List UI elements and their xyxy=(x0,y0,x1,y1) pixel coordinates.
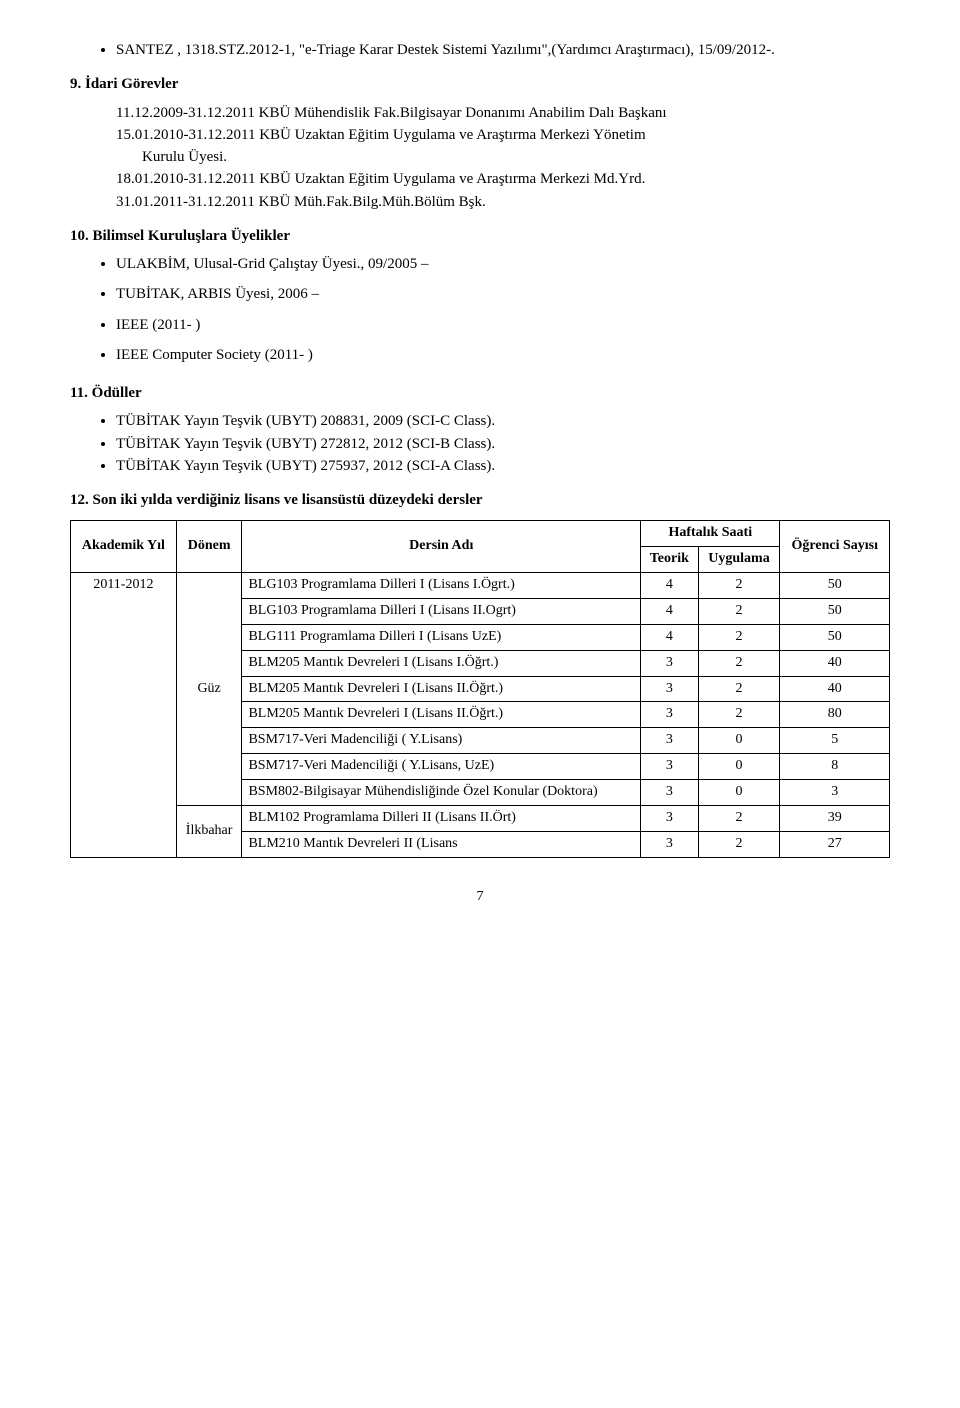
cell-students: 50 xyxy=(780,598,890,624)
cell-theory: 3 xyxy=(641,676,698,702)
cell-practice: 2 xyxy=(698,702,780,728)
cell-students: 40 xyxy=(780,676,890,702)
cell-students: 50 xyxy=(780,624,890,650)
table-row: İlkbahar BLM102 Programlama Dilleri II (… xyxy=(71,806,890,832)
sec9-item: 15.01.2010-31.12.2011 KBÜ Uzaktan Eğitim… xyxy=(116,125,890,145)
list-item: TUBİTAK, ARBIS Üyesi, 2006 – xyxy=(116,284,890,304)
page-number: 7 xyxy=(70,888,890,907)
sec9-item: 11.12.2009-31.12.2011 KBÜ Mühendislik Fa… xyxy=(116,103,890,123)
cell-theory: 4 xyxy=(641,573,698,599)
section-10-list: ULAKBİM, Ulusal-Grid Çalıştay Üyesi., 09… xyxy=(70,254,890,365)
cell-theory: 4 xyxy=(641,624,698,650)
cell-semester-ilkbahar: İlkbahar xyxy=(176,806,242,858)
col-course: Dersin Adı xyxy=(242,521,641,573)
col-theory: Teorik xyxy=(641,547,698,573)
section-12-heading: 12. Son iki yılda verdiğiniz lisans ve l… xyxy=(70,490,890,510)
section-9-content: 11.12.2009-31.12.2011 KBÜ Mühendislik Fa… xyxy=(70,103,890,212)
list-item: TÜBİTAK Yayın Teşvik (UBYT) 272812, 2012… xyxy=(116,434,890,454)
cell-students: 39 xyxy=(780,806,890,832)
cell-practice: 2 xyxy=(698,598,780,624)
cell-practice: 0 xyxy=(698,728,780,754)
cell-course: BLM205 Mantık Devreleri I (Lisans II.Öğr… xyxy=(242,702,641,728)
cell-course: BLG103 Programlama Dilleri I (Lisans II.… xyxy=(242,598,641,624)
section-10-heading: 10. Bilimsel Kuruluşlara Üyelikler xyxy=(70,226,890,246)
list-item: TÜBİTAK Yayın Teşvik (UBYT) 275937, 2012… xyxy=(116,456,890,476)
cell-course: BLG103 Programlama Dilleri I (Lisans I.Ö… xyxy=(242,573,641,599)
table-row: 2011-2012 Güz BLG103 Programlama Dilleri… xyxy=(71,573,890,599)
cell-students: 3 xyxy=(780,780,890,806)
cell-theory: 3 xyxy=(641,831,698,857)
cell-practice: 0 xyxy=(698,754,780,780)
cell-practice: 2 xyxy=(698,624,780,650)
section-11-heading: 11. Ödüller xyxy=(70,383,890,403)
courses-table: Akademik Yıl Dönem Dersin Adı Haftalık S… xyxy=(70,520,890,858)
col-hours: Haftalık Saati xyxy=(641,521,780,547)
table-header-row: Akademik Yıl Dönem Dersin Adı Haftalık S… xyxy=(71,521,890,547)
cell-course: BLM205 Mantık Devreleri I (Lisans II.Öğr… xyxy=(242,676,641,702)
cell-students: 5 xyxy=(780,728,890,754)
col-practice: Uygulama xyxy=(698,547,780,573)
cell-theory: 3 xyxy=(641,806,698,832)
intro-list: SANTEZ , 1318.STZ.2012-1, "e-Triage Kara… xyxy=(70,40,890,60)
list-item: IEEE Computer Society (2011- ) xyxy=(116,345,890,365)
cell-course: BLM102 Programlama Dilleri II (Lisans II… xyxy=(242,806,641,832)
cell-theory: 4 xyxy=(641,598,698,624)
section-9-heading: 9. İdari Görevler xyxy=(70,74,890,94)
cell-students: 40 xyxy=(780,650,890,676)
cell-theory: 3 xyxy=(641,780,698,806)
col-academic-year: Akademik Yıl xyxy=(71,521,177,573)
cell-students: 8 xyxy=(780,754,890,780)
sec9-item: 31.01.2011-31.12.2011 KBÜ Müh.Fak.Bilg.M… xyxy=(116,192,890,212)
cell-students: 80 xyxy=(780,702,890,728)
list-item: TÜBİTAK Yayın Teşvik (UBYT) 208831, 2009… xyxy=(116,411,890,431)
cell-practice: 2 xyxy=(698,806,780,832)
sec9-item-indent: Kurulu Üyesi. xyxy=(116,147,890,167)
cell-practice: 2 xyxy=(698,676,780,702)
cell-theory: 3 xyxy=(641,650,698,676)
list-item: IEEE (2011- ) xyxy=(116,315,890,335)
cell-practice: 0 xyxy=(698,780,780,806)
cell-practice: 2 xyxy=(698,650,780,676)
cell-theory: 3 xyxy=(641,702,698,728)
cell-course: BLM205 Mantık Devreleri I (Lisans I.Öğrt… xyxy=(242,650,641,676)
cell-course: BSM717-Veri Madenciliği ( Y.Lisans, UzE) xyxy=(242,754,641,780)
section-11-list: TÜBİTAK Yayın Teşvik (UBYT) 208831, 2009… xyxy=(70,411,890,476)
cell-students: 50 xyxy=(780,573,890,599)
cell-course: BSM717-Veri Madenciliği ( Y.Lisans) xyxy=(242,728,641,754)
col-semester: Dönem xyxy=(176,521,242,573)
sec9-item: 18.01.2010-31.12.2011 KBÜ Uzaktan Eğitim… xyxy=(116,169,890,189)
col-students: Öğrenci Sayısı xyxy=(780,521,890,573)
cell-theory: 3 xyxy=(641,754,698,780)
cell-practice: 2 xyxy=(698,831,780,857)
cell-academic-year: 2011-2012 xyxy=(71,573,177,858)
cell-students: 27 xyxy=(780,831,890,857)
cell-course: BLG111 Programlama Dilleri I (Lisans UzE… xyxy=(242,624,641,650)
intro-bullet: SANTEZ , 1318.STZ.2012-1, "e-Triage Kara… xyxy=(116,40,890,60)
cell-semester-guz: Güz xyxy=(176,573,242,806)
cell-course: BLM210 Mantık Devreleri II (Lisans xyxy=(242,831,641,857)
cell-theory: 3 xyxy=(641,728,698,754)
cell-course: BSM802-Bilgisayar Mühendisliğinde Özel K… xyxy=(242,780,641,806)
cell-practice: 2 xyxy=(698,573,780,599)
list-item: ULAKBİM, Ulusal-Grid Çalıştay Üyesi., 09… xyxy=(116,254,890,274)
